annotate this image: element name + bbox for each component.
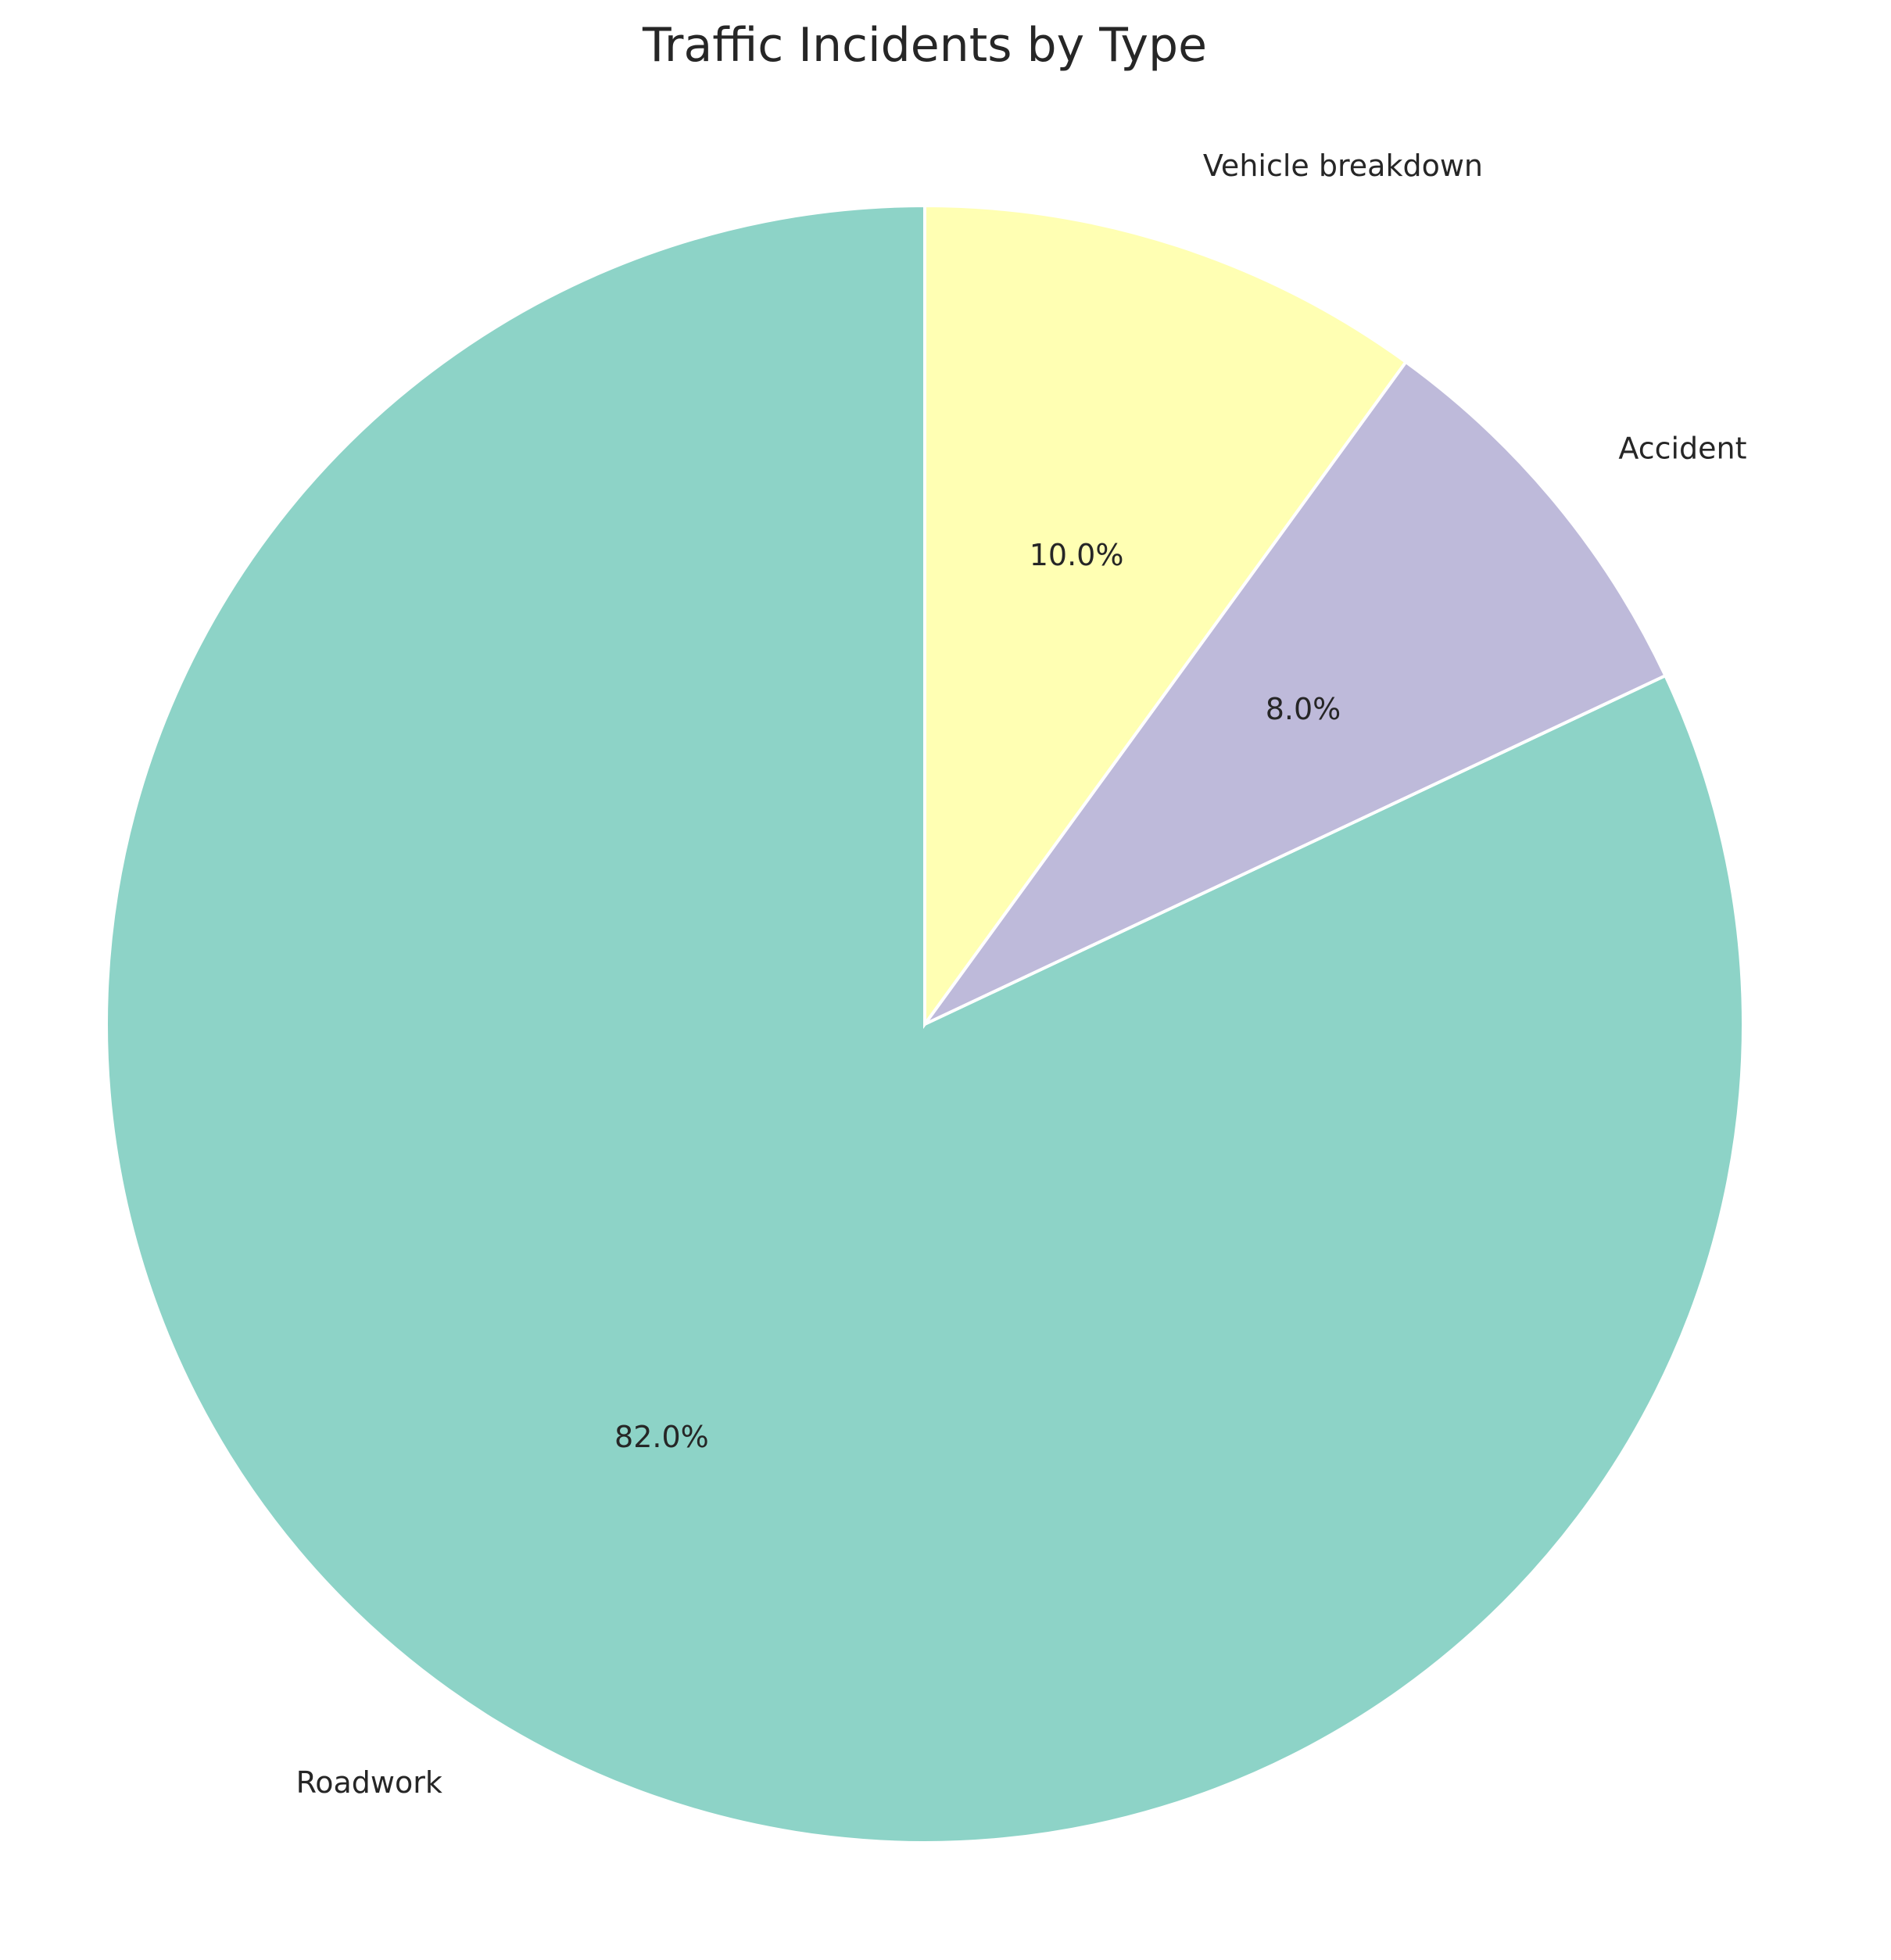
pie-slices: [104, 203, 1745, 1844]
slice-label: Roadwork: [296, 1765, 442, 1800]
slice-label: Vehicle breakdown: [1203, 149, 1483, 183]
pie-labels: Roadwork 82.0% Accident 8.0% Vehicle breakdo…: [296, 149, 1747, 1800]
chart-title: Traffic Incidents by Type: [642, 18, 1207, 73]
slice-percent-label: 82.0%: [614, 1420, 709, 1454]
slice-label: Accident: [1618, 431, 1746, 465]
slice-percent-label: 10.0%: [1030, 538, 1124, 572]
pie-slice-vehicle-breakdown: [923, 203, 1409, 1030]
slice-percent-label: 8.0%: [1266, 692, 1341, 726]
pie-slice-accident: [923, 360, 1668, 1026]
